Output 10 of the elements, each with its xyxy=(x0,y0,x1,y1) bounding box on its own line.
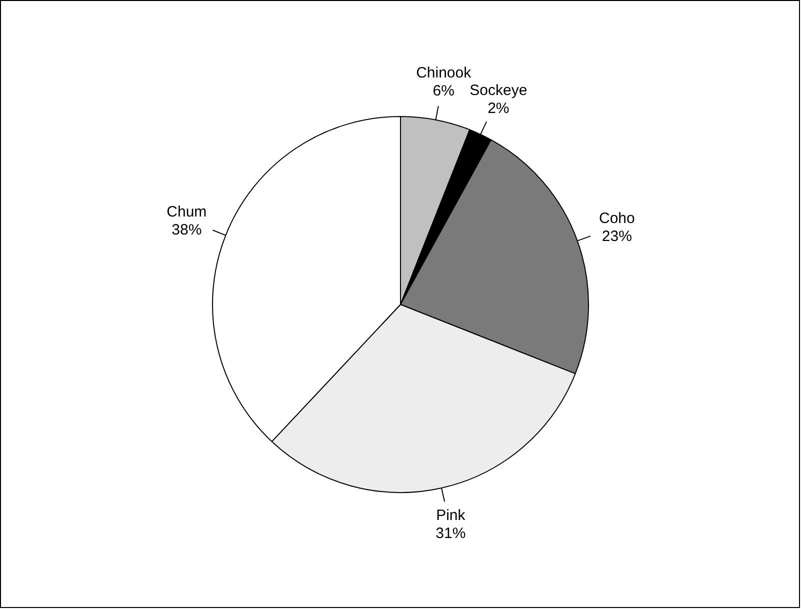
data-label: 38% xyxy=(172,221,202,238)
slice-label: Coho xyxy=(598,210,635,228)
data-label: 23% xyxy=(602,228,632,246)
slice-label: Pink xyxy=(436,507,466,524)
data-label: 2% xyxy=(488,100,510,118)
data-label: 6% xyxy=(432,82,454,100)
slice-label: Chinook xyxy=(416,64,472,82)
data-label: 31% xyxy=(436,525,466,542)
slice-label: Chum xyxy=(166,203,207,220)
slice-label: Sockeye xyxy=(470,82,528,100)
